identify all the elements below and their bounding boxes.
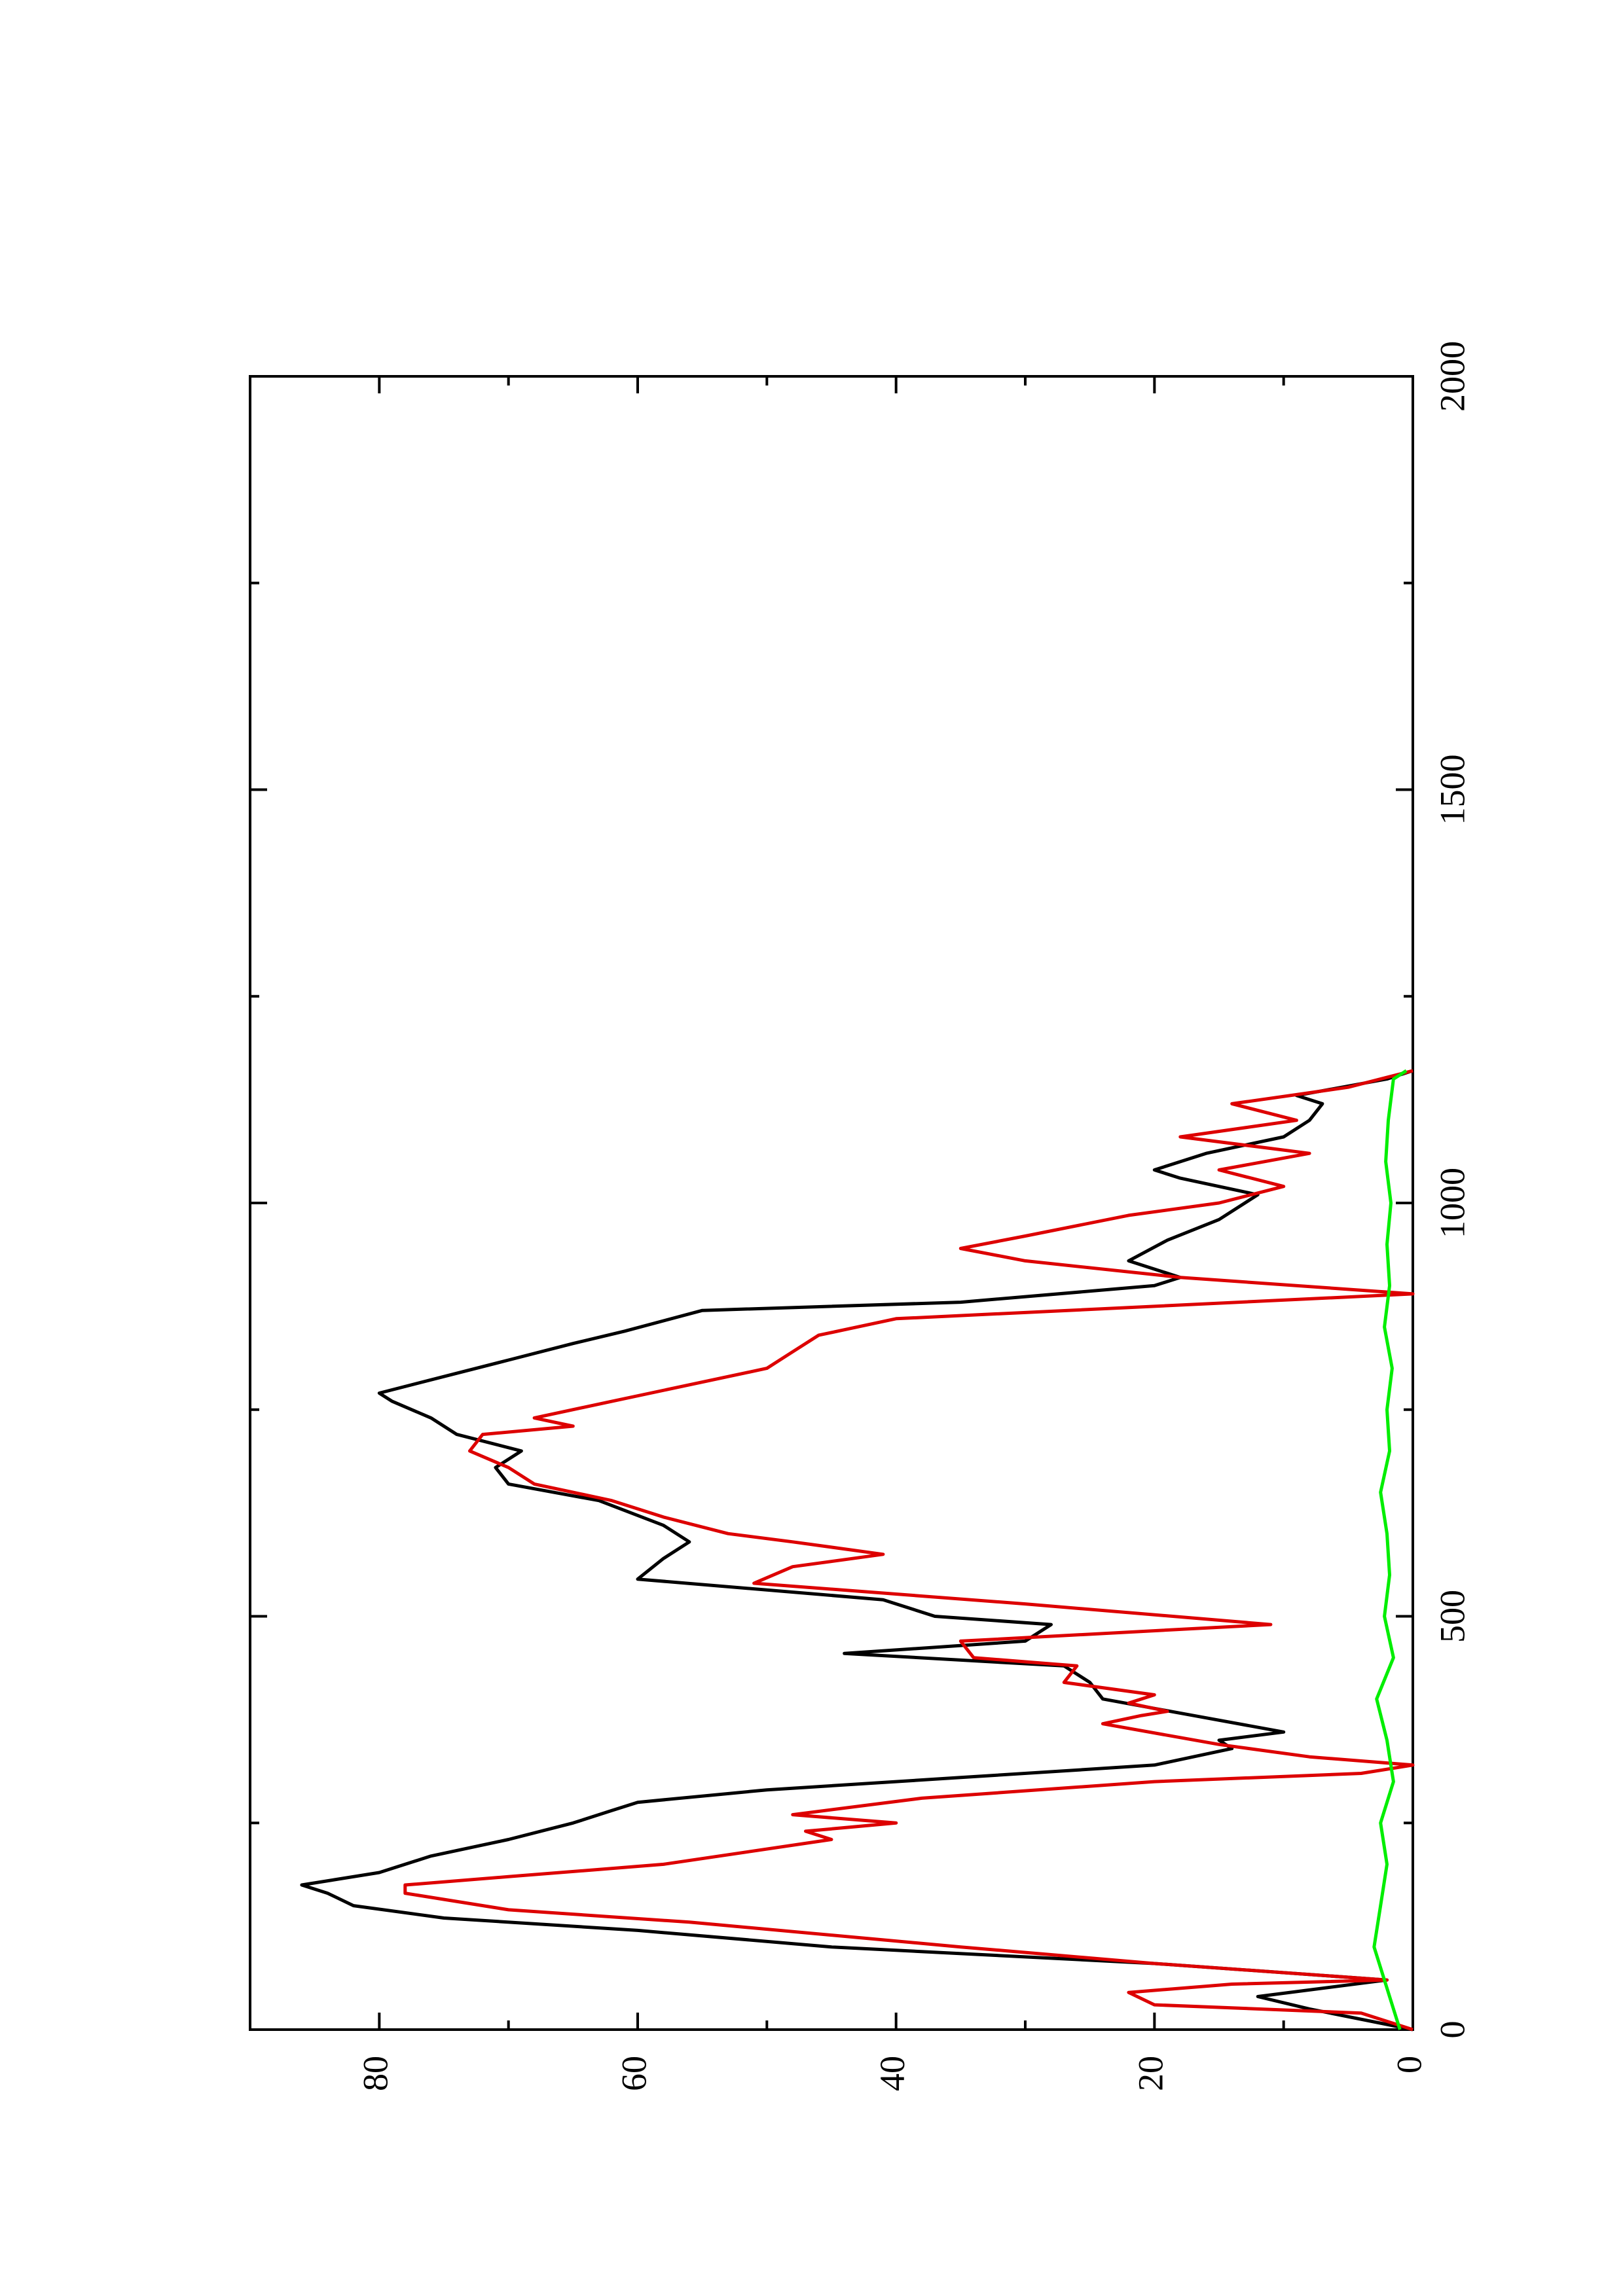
series-group (300, 1069, 1415, 2032)
series-line-3 (1372, 1069, 1408, 2030)
x-tick-label: 2000 (1432, 341, 1472, 412)
x-tick-label: 500 (1432, 1590, 1472, 1643)
y-tick-label: 0 (1389, 2056, 1429, 2073)
x-tick-label: 1500 (1432, 755, 1472, 825)
series-line-1 (300, 1069, 1413, 2032)
plot-frame (249, 375, 1414, 2031)
y-tick-label: 60 (614, 2056, 653, 2091)
series-line-2 (403, 1069, 1415, 2032)
x-tick-label: 1000 (1432, 1168, 1472, 1238)
y-tick-label: 80 (356, 2056, 395, 2091)
x-tick-label: 0 (1432, 2021, 1472, 2039)
axis-tick-labels: 0 500 1000 1500 2000 0 20 40 60 80 (356, 341, 1472, 2091)
axis-ticks (250, 375, 1414, 2031)
y-tick-label: 20 (1131, 2056, 1171, 2091)
y-tick-label: 40 (873, 2056, 912, 2091)
